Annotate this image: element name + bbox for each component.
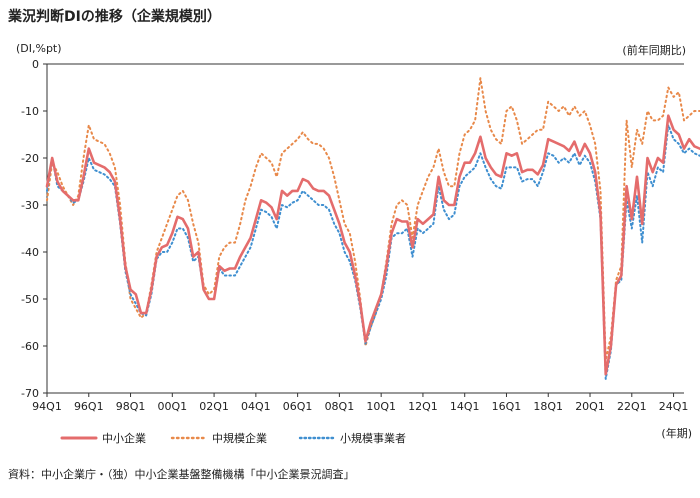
legend-label: 中規模企業 <box>212 431 267 445</box>
x-tick-label: 18Q1 <box>533 400 563 413</box>
x-tick-label: 08Q1 <box>325 400 355 413</box>
y-tick-label: -40 <box>21 246 39 259</box>
x-tick-label: 16Q1 <box>492 400 522 413</box>
x-tick-label: 20Q1 <box>575 400 605 413</box>
x-tick-label: 24Q1 <box>659 400 689 413</box>
x-tick-label: 22Q1 <box>617 400 647 413</box>
source-note: 資料：中小企業庁・（独）中小企業基盤整備機構「中小企業景況調査」 <box>8 468 355 481</box>
y-tick-label: -50 <box>21 293 39 306</box>
x-tick-label: 02Q1 <box>199 400 229 413</box>
series-layer <box>45 77 700 380</box>
x-axis-unit: (年期) <box>661 426 692 440</box>
y-tick-label: 0 <box>32 58 39 71</box>
x-tick-label: 14Q1 <box>450 400 480 413</box>
x-tick-label: 96Q1 <box>74 400 104 413</box>
y-tick-label: -10 <box>21 105 39 118</box>
y-tick-label: -60 <box>21 340 39 353</box>
series-line-small-medium <box>45 114 700 376</box>
x-tick-label: 04Q1 <box>241 400 271 413</box>
y-tick-label: -30 <box>21 199 39 212</box>
y-tick-label: -20 <box>21 152 39 165</box>
chart-title: 業況判断DIの推移（企業規模別） <box>8 9 221 25</box>
x-tick-label: 98Q1 <box>116 400 146 413</box>
legend-label: 中小企業 <box>102 431 146 445</box>
x-tick-label: 12Q1 <box>408 400 438 413</box>
legend-label: 小規模事業者 <box>340 431 406 445</box>
y-axis-unit: (DI,%pt) <box>16 42 62 55</box>
legend: 中小企業 中規模企業 小規模事業者 <box>60 431 406 445</box>
y-tick-label: -70 <box>21 387 39 400</box>
x-tick-label: 00Q1 <box>157 400 187 413</box>
x-tick-label: 10Q1 <box>366 400 396 413</box>
yoy-note: (前年同期比) <box>622 44 686 57</box>
x-tick-label: 94Q1 <box>32 400 62 413</box>
x-tick-label: 06Q1 <box>283 400 313 413</box>
